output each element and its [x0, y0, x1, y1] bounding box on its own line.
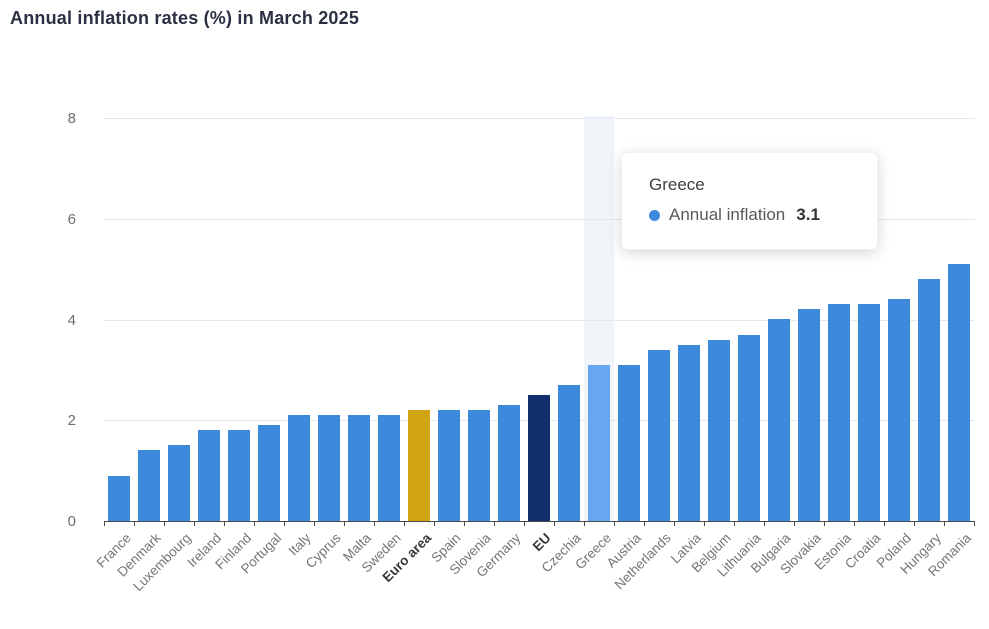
axis-tick	[194, 521, 195, 526]
bar-austria[interactable]	[618, 365, 640, 521]
axis-tick	[224, 521, 225, 526]
axis-tick	[434, 521, 435, 526]
axis-tick	[374, 521, 375, 526]
y-axis-label: 2	[67, 412, 76, 429]
bar-estonia[interactable]	[828, 304, 850, 521]
axis-tick	[674, 521, 675, 526]
bar-france[interactable]	[108, 476, 130, 521]
page-title: Annual inflation rates (%) in March 2025	[10, 8, 360, 28]
tooltip-value: 3.1	[796, 205, 820, 224]
bar-malta[interactable]	[348, 415, 370, 521]
bar-latvia[interactable]	[678, 345, 700, 521]
tooltip-series-label: Annual inflation	[669, 205, 786, 224]
x-label-text: EU	[530, 530, 554, 555]
bar-euro-area[interactable]	[408, 410, 430, 521]
axis-tick	[734, 521, 735, 526]
bar-czechia[interactable]	[558, 385, 580, 521]
axis-tick	[794, 521, 795, 526]
tooltip-series-row: Annual inflation 3.1	[649, 205, 853, 225]
y-axis-label: 0	[67, 513, 76, 530]
y-axis-label: 4	[67, 312, 76, 329]
axis-tick	[914, 521, 915, 526]
bar-hungary[interactable]	[918, 279, 940, 521]
bar-croatia[interactable]	[858, 304, 880, 521]
axis-tick	[974, 521, 975, 526]
axis-tick	[584, 521, 585, 526]
x-axis-line	[104, 521, 975, 522]
bar-belgium[interactable]	[708, 340, 730, 521]
bar-poland[interactable]	[888, 299, 910, 521]
axis-tick	[854, 521, 855, 526]
y-axis-label: 6	[67, 211, 76, 228]
axis-tick	[494, 521, 495, 526]
bar-portugal[interactable]	[258, 425, 280, 521]
axis-tick	[464, 521, 465, 526]
axis-tick	[884, 521, 885, 526]
tooltip-country: Greece	[649, 175, 705, 194]
axis-tick	[344, 521, 345, 526]
tooltip: Greece Annual inflation 3.1	[621, 152, 878, 250]
bar-romania[interactable]	[948, 264, 970, 521]
bar-italy[interactable]	[288, 415, 310, 521]
axis-tick	[524, 521, 525, 526]
bar-bulgaria[interactable]	[768, 319, 790, 521]
axis-tick	[764, 521, 765, 526]
y-axis-label: 8	[67, 110, 76, 127]
axis-tick	[644, 521, 645, 526]
bar-germany[interactable]	[498, 405, 520, 521]
bar-luxembourg[interactable]	[168, 445, 190, 521]
bar-slovakia[interactable]	[798, 309, 820, 521]
axis-tick	[944, 521, 945, 526]
axis-tick	[164, 521, 165, 526]
bar-ireland[interactable]	[198, 430, 220, 521]
axis-tick	[254, 521, 255, 526]
bar-finland[interactable]	[228, 430, 250, 521]
bar-netherlands[interactable]	[648, 350, 670, 521]
bar-lithuania[interactable]	[738, 335, 760, 521]
gridline	[104, 118, 975, 119]
bar-cyprus[interactable]	[318, 415, 340, 521]
bar-slovenia[interactable]	[468, 410, 490, 521]
axis-tick	[614, 521, 615, 526]
axis-tick	[824, 521, 825, 526]
bar-spain[interactable]	[438, 410, 460, 521]
axis-tick	[284, 521, 285, 526]
axis-tick	[404, 521, 405, 526]
axis-tick	[314, 521, 315, 526]
axis-tick	[104, 521, 105, 526]
gridline	[104, 320, 975, 321]
bar-greece[interactable]	[588, 365, 610, 521]
axis-tick	[554, 521, 555, 526]
series-marker-icon	[649, 209, 660, 221]
bar-eu[interactable]	[528, 395, 550, 521]
axis-tick	[134, 521, 135, 526]
bar-sweden[interactable]	[378, 415, 400, 521]
gridline	[104, 219, 975, 220]
axis-tick	[704, 521, 705, 526]
bar-denmark[interactable]	[138, 450, 160, 521]
